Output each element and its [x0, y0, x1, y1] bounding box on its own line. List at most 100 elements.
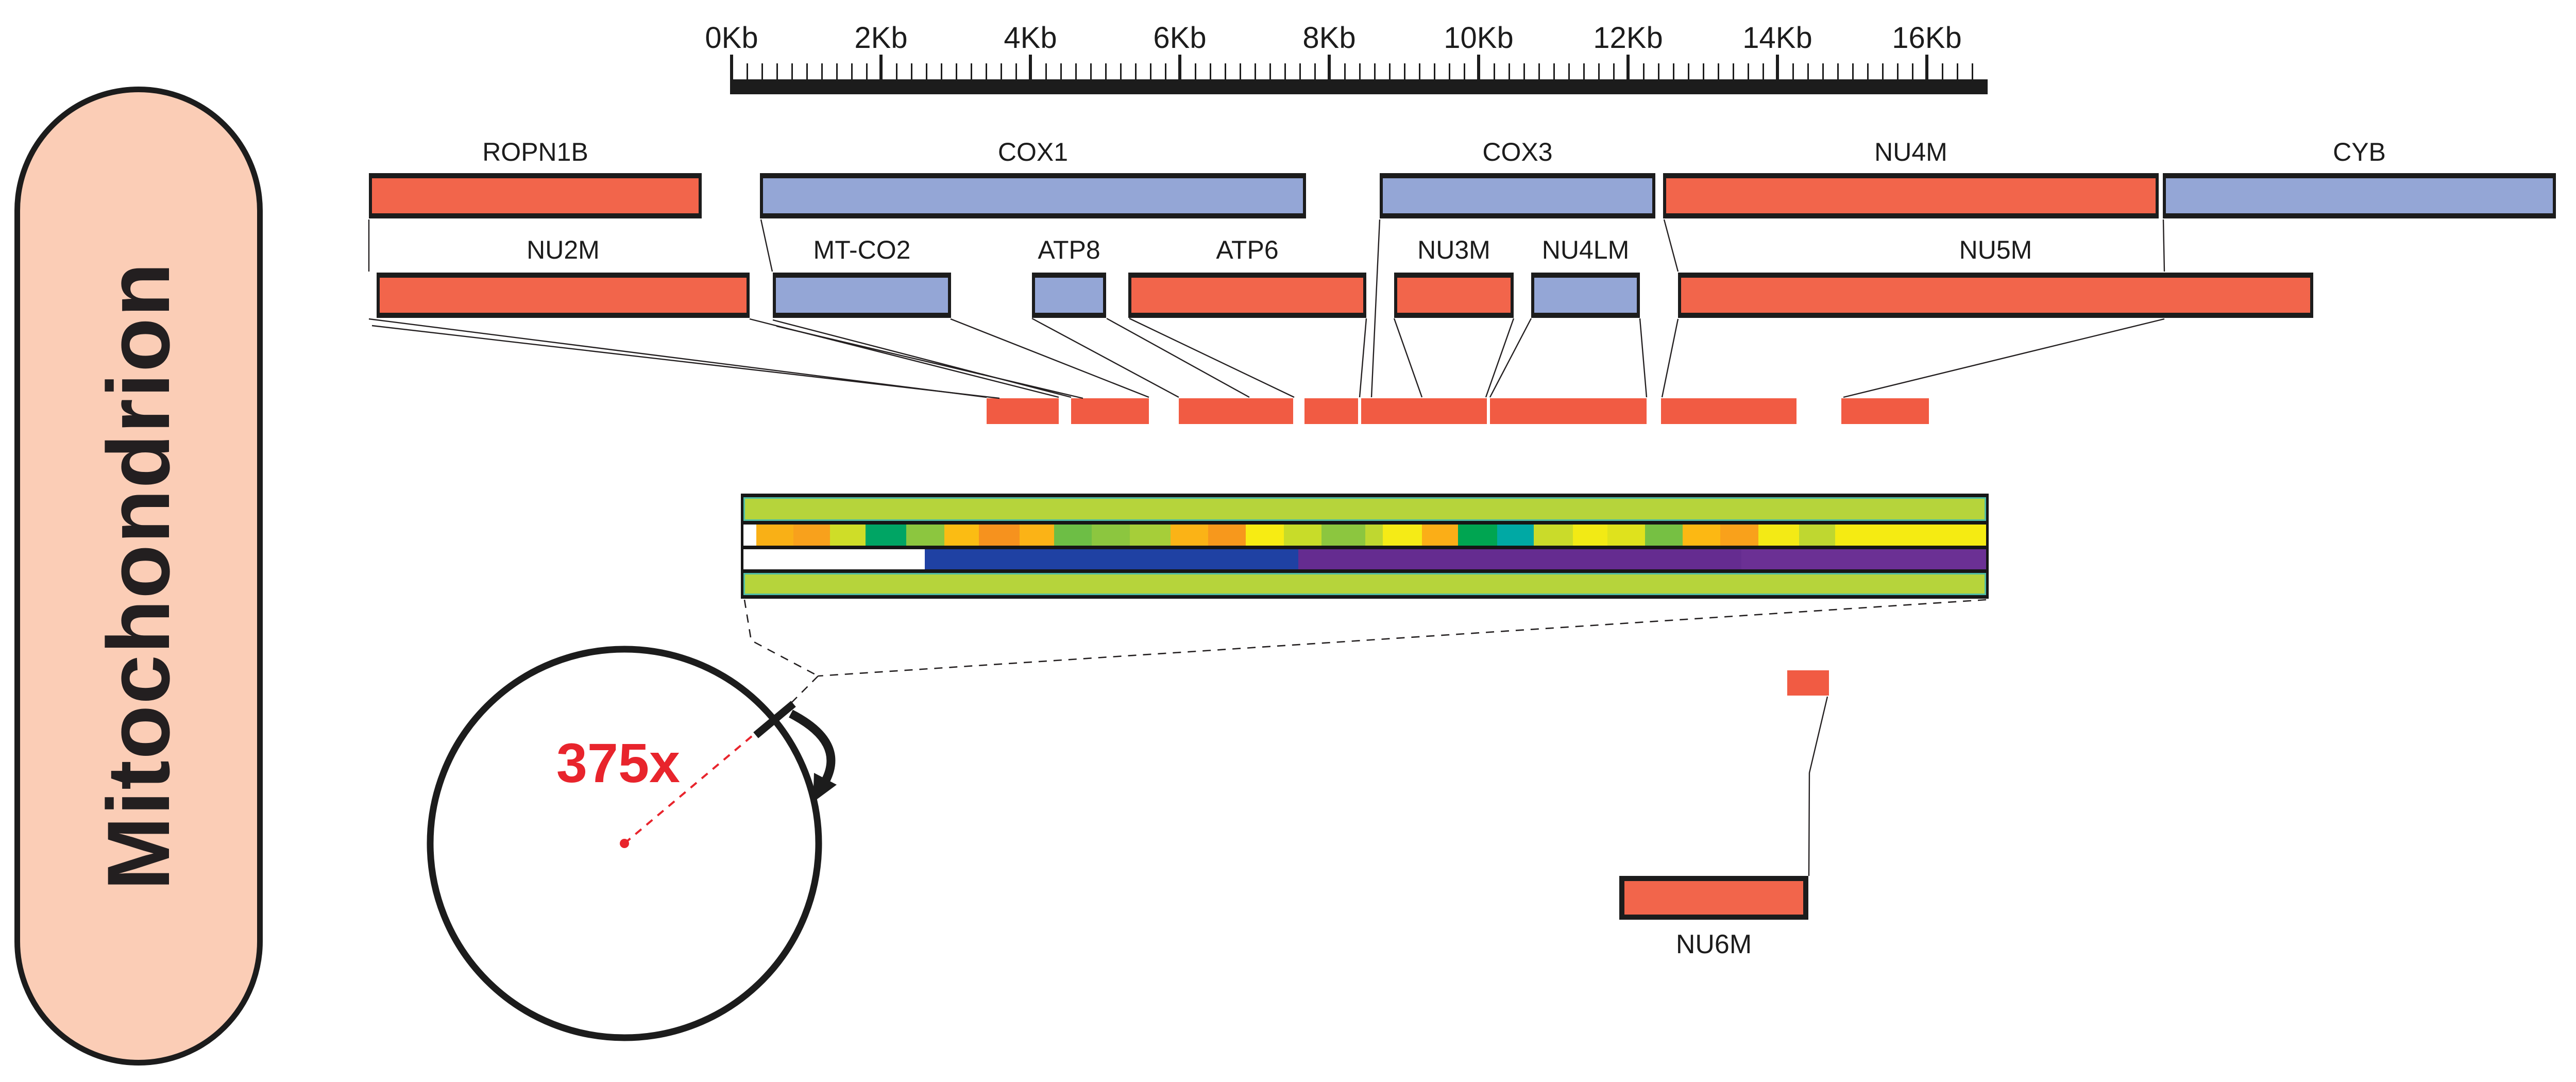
ruler-minor-tick — [1643, 63, 1645, 79]
condensed-segment-3 — [1179, 398, 1293, 424]
gene-label-nu4lm: NU4LM — [1541, 235, 1630, 264]
gene-mapping-line-12 — [1106, 317, 1250, 398]
heatmap-stripe-21 — [1458, 525, 1497, 546]
ruler-minor-tick — [1359, 63, 1361, 79]
ruler-minor-tick — [1912, 63, 1913, 79]
heatmap-stripe-7 — [944, 525, 979, 546]
gene-box-nu6m — [1619, 876, 1808, 920]
gene-box-nu5m — [1678, 273, 2313, 318]
gene-label-nu4m: NU4M — [1874, 138, 1947, 166]
ruler-minor-tick — [1344, 63, 1346, 79]
heatmap-stripe-19 — [1383, 525, 1422, 546]
gene-box-atp8 — [1032, 273, 1106, 318]
condensed-segment-4 — [1304, 398, 1358, 424]
ruler-major-tick — [1925, 55, 1928, 79]
heatmap-separator-2 — [741, 521, 1989, 525]
ruler-minor-tick — [1882, 63, 1884, 79]
ruler-minor-tick — [1150, 63, 1151, 79]
gene-mapping-line-2 — [760, 219, 773, 272]
heatmap-stripe-10 — [1054, 525, 1092, 546]
heatmap-separator-3 — [741, 546, 1989, 549]
gene-mapping-line-17 — [1485, 318, 1515, 398]
ruler-minor-tick — [1673, 63, 1674, 79]
gene-label-cox1: COX1 — [997, 138, 1069, 166]
ruler-minor-tick — [1807, 63, 1809, 79]
ruler-tick-label: 16Kb — [1892, 21, 1962, 55]
ruler-tick-label: 8Kb — [1302, 21, 1356, 55]
heatmap-stripe-29 — [1758, 525, 1799, 546]
gene-mapping-line-10 — [950, 318, 1149, 398]
ruler-minor-tick — [1374, 63, 1376, 79]
ruler-minor-tick — [1703, 63, 1704, 79]
heatmap-stripe-24 — [1573, 525, 1607, 546]
gene-mapping-line-3 — [1663, 219, 1679, 272]
ruler-minor-tick — [1135, 63, 1137, 79]
ruler-minor-tick — [1075, 63, 1077, 79]
heatmap-side-border-1 — [741, 494, 743, 599]
heatmap-side-border-2 — [1986, 494, 1989, 599]
heatmap-stripe-11 — [1092, 525, 1130, 546]
ruler-minor-tick — [791, 63, 793, 79]
gene-label-cyb: CYB — [2333, 138, 2386, 166]
gene-box-cox1 — [760, 173, 1306, 218]
clockwise-arrow-head — [813, 773, 837, 802]
ruler-minor-tick — [1015, 63, 1017, 79]
ruler-minor-tick — [1897, 63, 1899, 79]
ruler-minor-tick — [1120, 63, 1122, 79]
gene-mapping-line-16 — [1393, 318, 1423, 398]
ruler-tick-label: 12Kb — [1593, 21, 1663, 55]
gene-label-cox3: COX3 — [1482, 138, 1553, 166]
gene-label-ropn1b: ROPN1B — [482, 138, 588, 166]
gene-label-nu5m: NU5M — [1959, 235, 2032, 264]
ruler-minor-tick — [1718, 63, 1719, 79]
ruler-minor-tick — [896, 63, 897, 79]
gene-label-atp8: ATP8 — [1038, 235, 1100, 264]
ruler-minor-tick — [1255, 63, 1256, 79]
ruler-minor-tick — [1284, 63, 1286, 79]
heatmap-stripe-2 — [756, 525, 793, 546]
gene-mapping-line-21 — [1843, 318, 2165, 398]
ruler-minor-tick — [1389, 63, 1391, 79]
ruler-minor-tick — [1494, 63, 1495, 79]
ruler-minor-tick — [1269, 63, 1271, 79]
ruler-minor-tick — [747, 63, 748, 79]
ruler-tick-label: 0Kb — [705, 21, 758, 55]
ruler-minor-tick — [1434, 63, 1435, 79]
ruler-minor-tick — [1957, 63, 1958, 79]
ruler-minor-tick — [1523, 63, 1525, 79]
gene-mapping-line-19 — [1639, 318, 1648, 398]
ruler-minor-tick — [956, 63, 957, 79]
heatmap-stripe-27 — [1683, 525, 1720, 546]
ruler-minor-tick — [1598, 63, 1600, 79]
ruler-minor-tick — [821, 63, 823, 79]
heatmap-stripe-4 — [830, 525, 866, 546]
heatmap-stripe-17 — [1321, 525, 1365, 546]
heatmap-stripe-26 — [1645, 525, 1683, 546]
heatmap-stripe-8 — [979, 525, 1020, 546]
circular-genome-outline — [427, 646, 822, 1041]
ruler-minor-tick — [851, 63, 853, 79]
heatmap-band-stripes — [743, 525, 1986, 546]
circle-center-dot — [620, 839, 629, 848]
condensed-segment-7 — [1661, 398, 1797, 424]
ruler-major-tick — [1029, 55, 1032, 79]
condensed-segment-1 — [987, 398, 1059, 424]
heatmap-stripe-13 — [1171, 525, 1208, 546]
ruler-minor-tick — [1090, 63, 1092, 79]
zoom-projection-dashed-line-1 — [743, 599, 819, 677]
zoom-projection-dashed-line-2 — [818, 599, 1987, 677]
heatmap-separator-5 — [741, 595, 1989, 599]
ruler-minor-tick — [1837, 63, 1839, 79]
ruler-minor-tick — [1419, 63, 1420, 79]
gene-box-ropn1b — [369, 173, 702, 218]
nu6m-mini-segment — [1787, 670, 1829, 696]
heatmap-stripe-18 — [1365, 525, 1383, 546]
ruler-minor-tick — [1195, 63, 1196, 79]
ruler-minor-tick — [1060, 63, 1062, 79]
ruler-minor-tick — [1762, 63, 1764, 79]
ruler-minor-tick — [836, 63, 838, 79]
ruler-minor-tick — [1688, 63, 1689, 79]
ruler-minor-tick — [1852, 63, 1854, 79]
ruler-minor-tick — [1733, 63, 1734, 79]
heatmap-hap-segment-4 — [1741, 549, 1986, 569]
